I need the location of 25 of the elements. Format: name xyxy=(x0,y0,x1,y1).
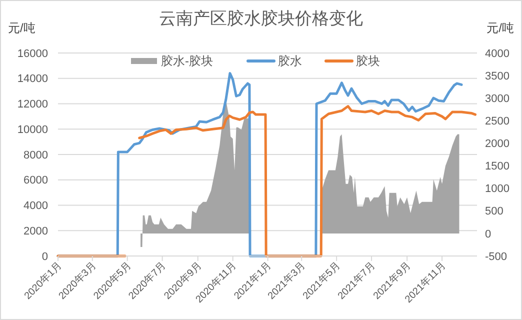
y2-tick-label: 500 xyxy=(485,206,504,218)
y2-tick-label: 2500 xyxy=(485,116,510,128)
legend-label: 胶水-胶块 xyxy=(161,54,213,68)
y2-tick-label: 2000 xyxy=(485,138,510,150)
y-tick-label: 8000 xyxy=(24,149,48,162)
y-tick-label: 6000 xyxy=(24,174,48,187)
y2-tick-label: -500 xyxy=(485,250,508,263)
legend-label: 胶水 xyxy=(278,54,302,68)
y-tick-label: 4000 xyxy=(24,200,48,212)
y2-tick-label: 1000 xyxy=(485,183,510,196)
y2-tick-label: 4000 xyxy=(485,48,510,60)
y-tick-label: 10000 xyxy=(17,124,48,136)
y-tick-label: 16000 xyxy=(17,48,48,60)
chart-title: 云南产区胶水胶块价格变化 xyxy=(159,9,363,29)
y2-tick-label: 1500 xyxy=(485,160,510,173)
y-tick-label: 14000 xyxy=(17,73,48,86)
y-tick-label: 2000 xyxy=(24,225,48,238)
y2-tick-label: 3000 xyxy=(485,92,510,105)
y-tick-label: 12000 xyxy=(17,98,48,111)
y2-axis-title: 元/吨 xyxy=(486,21,514,35)
y-axis-title: 元/吨 xyxy=(8,21,36,35)
legend-label: 胶块 xyxy=(356,54,380,68)
y2-tick-label: 3500 xyxy=(485,70,510,82)
y-tick-label: 0 xyxy=(42,250,48,263)
y2-tick-label: 0 xyxy=(485,228,492,240)
